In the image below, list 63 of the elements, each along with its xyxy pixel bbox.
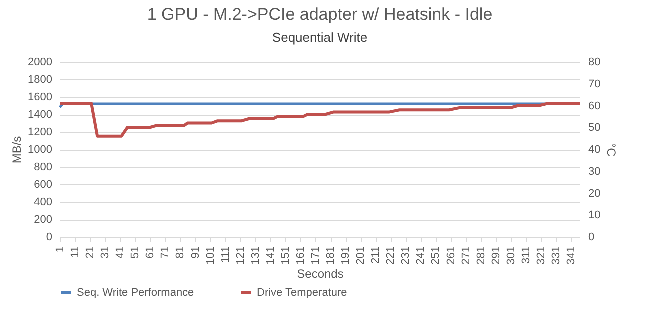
- x-axis-title: Seconds: [297, 266, 344, 281]
- x-tick-label: 331: [550, 246, 562, 265]
- chart-title: 1 GPU - M.2->PCIe adapter w/ Heatsink - Idle: [147, 5, 493, 24]
- x-tick-label: 291: [490, 246, 502, 265]
- x-tick-label: 111: [220, 246, 232, 264]
- x-tick-label: 151: [280, 246, 292, 265]
- y2-tick-label: 40: [588, 144, 601, 156]
- x-tick-label: 31: [100, 246, 112, 259]
- x-tick-label: 251: [430, 246, 442, 265]
- y2-tick-label: 10: [588, 210, 601, 222]
- y2-tick-label: 70: [588, 78, 601, 90]
- x-tick-label: 11: [70, 246, 82, 258]
- x-tick-label: 171: [310, 246, 322, 265]
- y2-tick-label: 80: [588, 56, 601, 68]
- y2-tick-label: 0: [588, 232, 595, 244]
- x-tick-label: 131: [250, 246, 262, 265]
- x-tick-label: 91: [190, 246, 202, 259]
- legend-label: Seq. Write Performance: [77, 286, 194, 299]
- y-tick-label: 1600: [28, 92, 52, 104]
- y-tick-label: 200: [34, 214, 52, 226]
- y2-axis-title: °C: [604, 143, 619, 158]
- legend-label: Drive Temperature: [257, 286, 348, 299]
- y-tick-label: 400: [34, 196, 52, 208]
- y-tick-label: 2000: [28, 56, 52, 68]
- x-tick-label: 301: [505, 246, 518, 265]
- y-tick-label: 600: [34, 179, 52, 191]
- chart-subtitle: Sequential Write: [272, 30, 368, 45]
- x-tick-label: 101: [204, 246, 217, 265]
- x-tick-label: 321: [535, 246, 548, 265]
- x-tick-label: 71: [160, 246, 172, 259]
- y-tick-label: 1200: [28, 126, 52, 138]
- x-tick-label: 241: [415, 246, 428, 265]
- y-axis-title: MB/s: [10, 136, 24, 164]
- y2-tick-label: 60: [588, 100, 601, 112]
- x-tick-label: 81: [174, 246, 187, 259]
- x-tick-label: 341: [565, 246, 578, 265]
- x-tick-label: 141: [264, 246, 277, 265]
- x-tick-label: 201: [355, 246, 368, 265]
- x-tick-label: 271: [460, 246, 472, 265]
- line-series: [58, 102, 582, 138]
- x-tick-label: 211: [370, 246, 382, 264]
- y2-tick-label: 50: [588, 122, 601, 134]
- x-tick-label: 1: [54, 246, 66, 253]
- y2-tick-label: 20: [588, 188, 601, 200]
- y2-tick-label: 30: [588, 166, 601, 178]
- x-tick-label: 181: [325, 246, 338, 265]
- x-tick-label: 221: [385, 246, 398, 265]
- x-tick-label: 261: [445, 246, 458, 265]
- y-tick-label: 1400: [28, 109, 52, 121]
- y-tick-label: 1800: [28, 74, 52, 86]
- x-tick-label: 281: [475, 246, 488, 265]
- x-tick-label: 41: [114, 246, 127, 259]
- y-tick-label: 0: [46, 232, 52, 244]
- x-tick-label: 121: [234, 246, 247, 265]
- x-tick-label: 191: [340, 246, 352, 265]
- x-tick-label: 161: [294, 246, 307, 265]
- x-tick-label: 61: [144, 246, 157, 259]
- y-tick-label: 1000: [28, 144, 52, 156]
- x-tick-label: 231: [400, 246, 412, 265]
- y-tick-label: 800: [34, 162, 52, 174]
- x-tick-label: 311: [520, 246, 532, 264]
- x-tick-label: 51: [130, 246, 142, 259]
- x-tick-label: 21: [84, 246, 97, 259]
